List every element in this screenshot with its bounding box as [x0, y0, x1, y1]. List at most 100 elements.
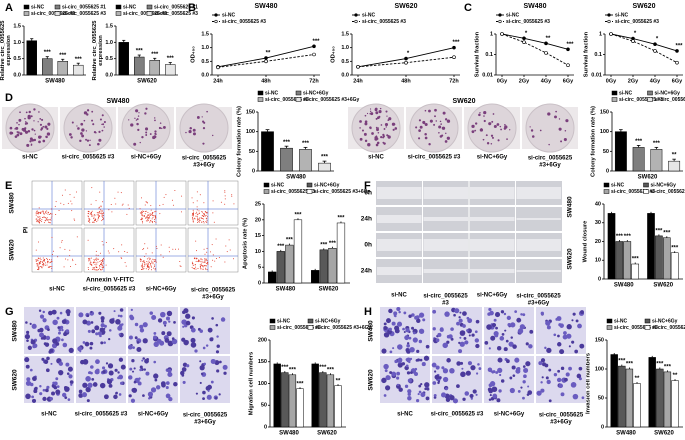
event	[148, 267, 150, 269]
event	[145, 268, 147, 270]
wound-gap	[423, 217, 468, 221]
data-point	[653, 49, 657, 53]
cell	[215, 323, 219, 327]
event	[93, 218, 95, 220]
significance: ***	[44, 50, 52, 56]
colony	[364, 120, 368, 123]
bar	[656, 368, 664, 428]
significance: **	[266, 51, 271, 57]
colony	[479, 128, 484, 132]
event	[205, 262, 207, 264]
cell	[456, 384, 460, 389]
panel-letter: D	[5, 92, 13, 104]
colony	[39, 123, 43, 126]
event	[192, 212, 194, 214]
event	[142, 222, 144, 224]
cell	[497, 367, 503, 373]
colony	[474, 122, 478, 125]
event	[174, 190, 176, 192]
event	[42, 265, 44, 267]
event	[41, 221, 43, 223]
event	[87, 267, 89, 269]
significance: **	[673, 373, 678, 379]
cell	[117, 314, 121, 317]
event	[70, 266, 72, 268]
x-tick-label: SW620	[319, 287, 339, 293]
cell	[130, 308, 133, 312]
cell	[119, 314, 123, 318]
colony	[39, 135, 42, 138]
cell	[82, 341, 86, 344]
event	[101, 267, 103, 269]
event	[63, 266, 65, 268]
event	[97, 254, 99, 256]
event	[140, 213, 142, 215]
data-point	[404, 56, 408, 61]
legend-label: si-NC	[615, 12, 628, 18]
event	[201, 211, 203, 213]
legend-swatch	[644, 318, 651, 324]
colony	[27, 129, 31, 133]
event	[42, 259, 44, 261]
event	[46, 219, 48, 221]
cell	[487, 312, 491, 316]
event	[95, 265, 97, 267]
colony	[445, 132, 447, 135]
wound-gap	[516, 270, 561, 272]
colony	[438, 125, 442, 129]
cell	[64, 396, 68, 400]
panel-letter: E	[5, 180, 12, 192]
cell	[398, 310, 401, 314]
colony	[19, 111, 21, 114]
colony	[24, 122, 27, 125]
colony	[375, 126, 378, 129]
event	[199, 219, 201, 221]
colony	[369, 113, 371, 115]
legend-label: si-circ_0055625 #3	[154, 11, 198, 17]
event	[140, 218, 142, 220]
cell	[102, 370, 106, 374]
bar	[26, 40, 37, 76]
colony	[97, 142, 100, 146]
y-tick-label: 1.0	[201, 45, 209, 51]
colony	[444, 118, 448, 121]
cell	[40, 337, 44, 340]
cell	[182, 380, 186, 384]
event	[38, 262, 40, 264]
cell	[477, 363, 480, 366]
colony	[478, 113, 481, 117]
event	[117, 191, 119, 193]
colony	[483, 111, 487, 115]
event	[143, 260, 145, 262]
cell	[84, 341, 90, 347]
image-label: si-circ_0055625 #3+6Gy	[528, 155, 573, 168]
event	[45, 264, 47, 266]
colony	[47, 122, 51, 126]
cell	[407, 378, 412, 383]
cell	[545, 320, 551, 326]
cell	[182, 325, 185, 328]
event	[49, 259, 51, 261]
event	[92, 261, 94, 263]
y-tick-label: 0.0	[13, 72, 21, 78]
cell	[103, 324, 107, 328]
event	[100, 206, 102, 208]
event	[43, 261, 45, 263]
colony	[392, 128, 395, 131]
colony	[101, 114, 104, 117]
event	[92, 268, 94, 270]
data-point	[452, 55, 456, 60]
bar	[631, 263, 640, 280]
image-label: si-NC	[41, 412, 57, 418]
cell	[100, 316, 105, 321]
colony	[152, 135, 156, 140]
significance: ***	[655, 228, 663, 234]
legend-label: si-NC	[271, 182, 284, 188]
cell	[505, 339, 509, 343]
colony	[80, 132, 83, 135]
event	[202, 218, 204, 220]
significance: ***	[664, 364, 672, 370]
event	[193, 215, 195, 217]
legend-marker	[498, 19, 502, 24]
event	[160, 254, 162, 256]
